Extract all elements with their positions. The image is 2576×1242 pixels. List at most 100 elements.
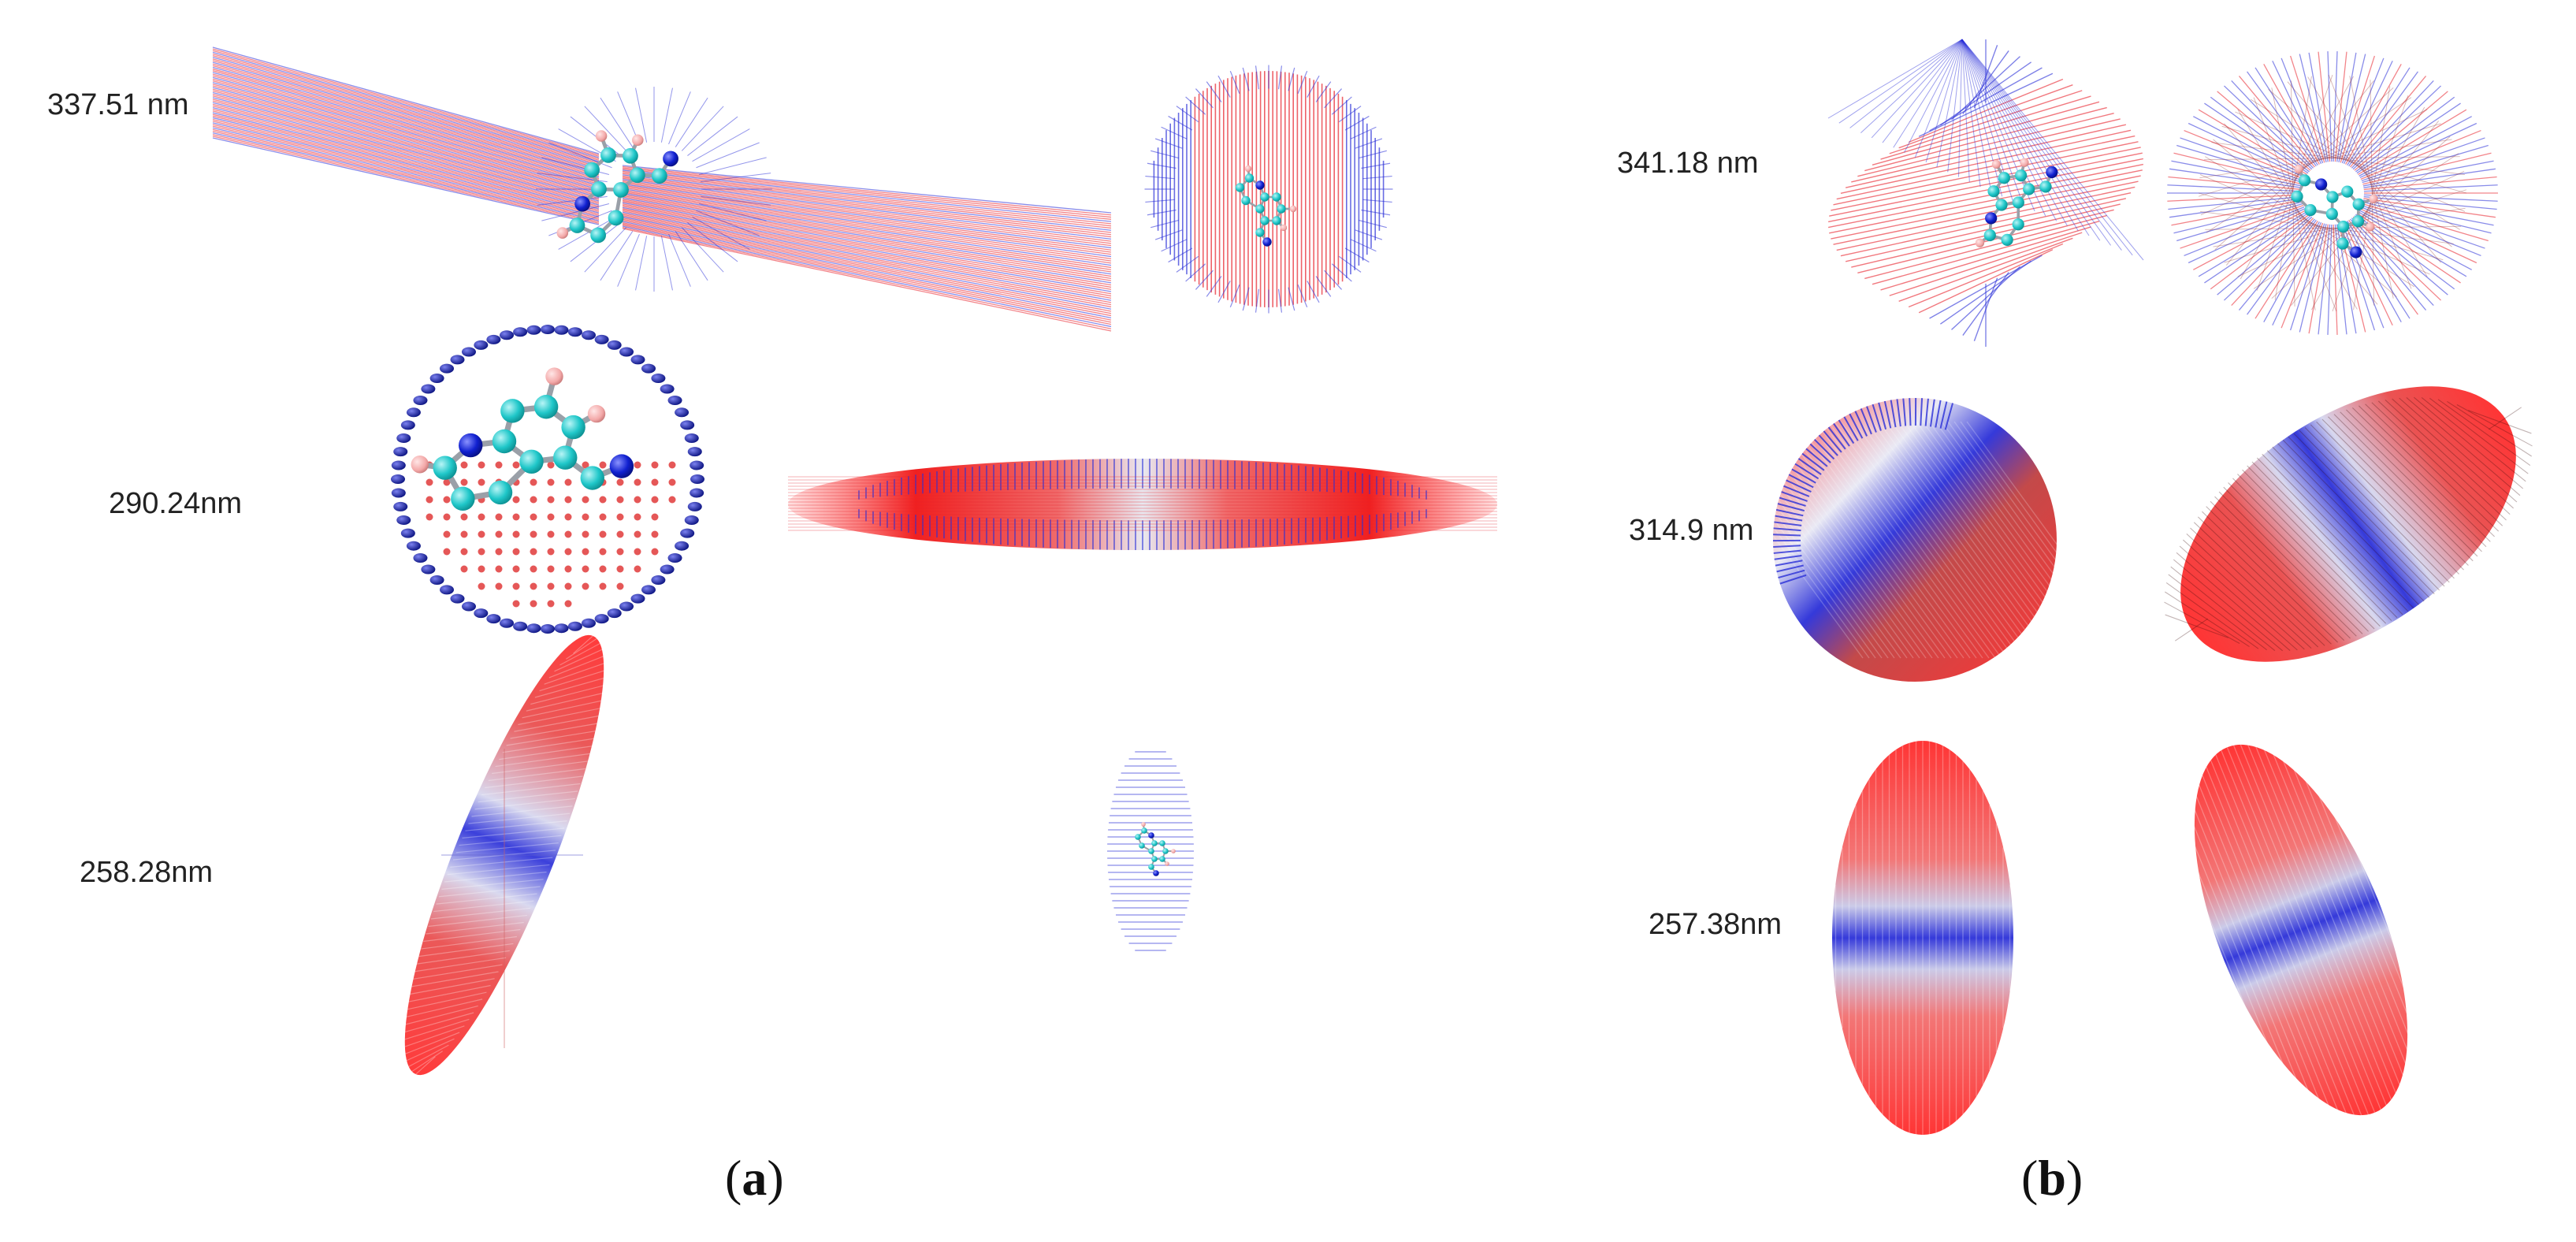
- vector-line: [1195, 88, 1214, 109]
- vector-line: [622, 206, 1112, 292]
- vector-line: [622, 223, 1112, 323]
- vector-line: [687, 222, 738, 262]
- vector-line: [600, 97, 634, 147]
- vector-line: [2169, 198, 2302, 218]
- vector-dot: [530, 582, 537, 590]
- vector-line: [212, 122, 600, 214]
- vector-line: [2340, 55, 2376, 163]
- vector-line: [1853, 421, 2028, 659]
- vector-dot: [450, 593, 465, 604]
- vector-line: [2204, 212, 2309, 284]
- vector-line: [468, 813, 571, 824]
- vector-line: [1878, 402, 1887, 430]
- vector-line: [2274, 76, 2312, 300]
- vector-dot: [634, 565, 641, 573]
- nitrogen-atom: [459, 433, 483, 458]
- vector-line: [2231, 218, 2314, 306]
- vector-line: [1864, 106, 2107, 172]
- ecd-vector-plot-b2-side: [1689, 397, 2141, 682]
- vector-line: [1358, 150, 1387, 159]
- vector-line: [622, 184, 1112, 249]
- carbon-atom: [623, 147, 638, 164]
- carbon-atom: [1151, 840, 1158, 846]
- vector-line: [2205, 156, 2415, 288]
- carbon-atom: [2325, 207, 2338, 221]
- carbon-atom: [2299, 174, 2311, 187]
- vector-line: [2333, 414, 2478, 557]
- vector-line: [1909, 398, 1912, 426]
- vector-line: [2226, 746, 2376, 1114]
- vector-line: [1229, 284, 1240, 308]
- vector-line: [212, 130, 600, 220]
- vector-line: [212, 137, 600, 225]
- vector-dot: [564, 582, 572, 590]
- vector-line: [1297, 284, 1308, 308]
- vector-line: [2333, 51, 2338, 162]
- vector-line: [2164, 601, 2240, 644]
- vector-line: [212, 125, 600, 216]
- vector-line: [2173, 152, 2303, 185]
- vector-line: [2456, 404, 2533, 447]
- vector-line: [2345, 63, 2402, 165]
- vector-dot: [474, 340, 489, 350]
- wavelength-label-a2: 290.24nm: [109, 487, 243, 520]
- vector-line: [622, 180, 1112, 242]
- vector-dot: [512, 548, 520, 556]
- vector-line: [534, 675, 610, 698]
- vector-line: [1814, 439, 1835, 460]
- vector-line: [399, 1012, 474, 1035]
- vector-dot: [443, 513, 451, 521]
- vector-dot: [486, 614, 501, 624]
- vector-line: [2413, 396, 2524, 489]
- vector-dot: [513, 327, 528, 337]
- carbon-atom: [1148, 848, 1154, 854]
- carbon-atom: [608, 210, 624, 226]
- nitrogen-atom: [1148, 832, 1154, 839]
- vector-line: [212, 124, 600, 215]
- vector-line: [2198, 784, 2329, 1106]
- vector-line: [212, 102, 600, 198]
- carbon-atom: [2012, 218, 2024, 231]
- vector-line: [1838, 39, 1963, 124]
- vector-line: [1840, 129, 2132, 195]
- vector-line: [2363, 176, 2497, 191]
- vector-line: [660, 87, 673, 143]
- vector-dot: [675, 407, 690, 418]
- vector-line: [1147, 162, 1176, 169]
- vector-line: [1331, 263, 1352, 282]
- hydrogen-atom: [1991, 159, 2001, 169]
- vector-line: [2346, 409, 2487, 548]
- vector-dot: [513, 621, 528, 631]
- vector-line: [698, 203, 767, 221]
- vector-line: [212, 88, 600, 188]
- vector-line: [660, 236, 673, 291]
- vector-line: [212, 93, 600, 192]
- vector-line: [2338, 54, 2366, 162]
- vector-dot: [443, 548, 451, 556]
- vector-line: [1961, 39, 2068, 226]
- carbon-atom: [1260, 192, 1269, 202]
- vector-line: [2168, 574, 2267, 651]
- vector-line: [2231, 80, 2314, 169]
- vector-line: [1898, 237, 2073, 302]
- vector-line: [1833, 422, 1850, 447]
- vector-line: [2363, 184, 2498, 192]
- hydrogen-atom: [1165, 861, 1169, 866]
- vector-line: [1773, 534, 1801, 537]
- vector-dot: [426, 496, 433, 504]
- vector-line: [1775, 508, 1804, 517]
- vector-line: [212, 80, 600, 180]
- vector-dot: [391, 460, 406, 470]
- vector-line: [1846, 421, 2021, 659]
- carbon-atom: [2351, 215, 2365, 228]
- vector-line: [1695, 421, 1870, 659]
- vector-line: [622, 165, 1112, 216]
- vector-line: [2199, 139, 2452, 179]
- vector-line: [2349, 76, 2394, 299]
- vector-line: [1961, 39, 1981, 187]
- vector-line: [1217, 75, 1231, 98]
- vector-line: [2351, 80, 2434, 169]
- wavelength-label-b3: 257.38nm: [1649, 908, 1782, 941]
- carbon-atom: [1260, 216, 1269, 225]
